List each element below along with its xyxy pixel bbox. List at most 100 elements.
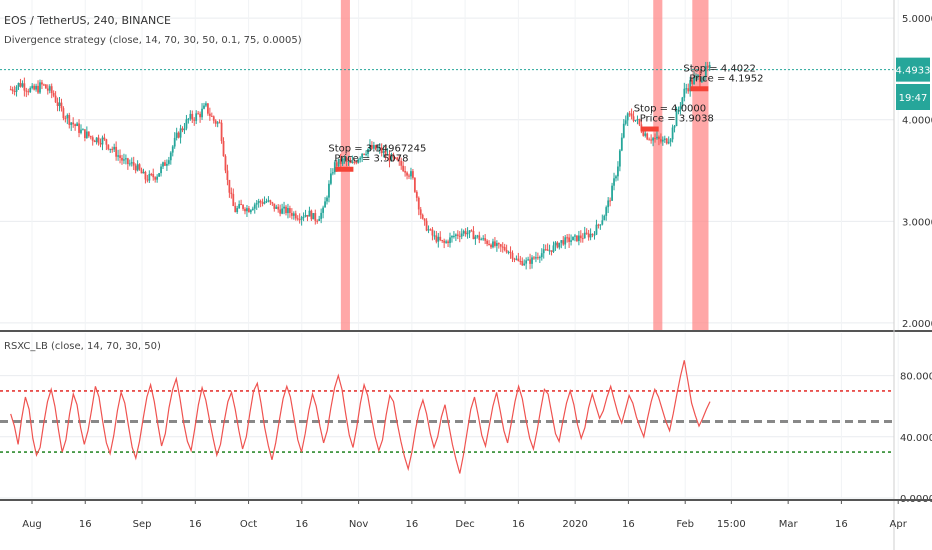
candle-body [390,154,393,162]
candle-body [361,153,364,158]
candle-body [460,233,463,237]
candle-body [700,80,703,83]
candle-body [341,158,344,164]
time-tick-label: 2020 [562,519,587,530]
candle-body [449,237,451,244]
candle-body [269,200,272,203]
candle-body [517,258,520,261]
candle-body [558,242,561,248]
candle-body [560,240,563,243]
candle-body [607,200,610,208]
candle-body [421,214,424,219]
symbol-title[interactable]: EOS / TetherUS, 240, BINANCE [4,14,171,27]
candle-body [29,88,32,92]
time-tick-label: Mar [779,519,799,530]
candle-body [240,204,242,206]
candle-body [658,136,660,140]
candle-body [218,122,221,124]
candle-body [601,220,604,225]
candle-body [281,208,283,214]
candle-body [415,191,418,198]
oscillator-tick-label: 80.0000 [900,372,932,383]
candle-body [115,146,118,157]
candle-body [23,83,26,91]
candle-body [83,129,86,138]
candle-body [704,65,707,77]
time-tick-label: 16 [835,519,848,530]
candle-body [318,218,321,221]
candle-body [212,116,215,121]
candle-body [628,113,631,115]
candle-body [677,108,680,111]
candle-body [615,176,617,179]
candle-body [238,204,241,209]
candle-body [367,148,369,154]
candle-body [497,243,500,245]
candle-body [495,243,498,246]
candle-body [564,237,567,245]
signal-highlight-bands [340,0,709,331]
candle-body [37,85,39,93]
candle-body [214,120,217,124]
time-tick-label: 15:00 [717,519,746,530]
candle-body [419,209,422,215]
candle-body [335,162,338,167]
candle-body [394,157,397,159]
candle-body [454,234,457,236]
candle-body [687,88,690,92]
time-tick-label: Feb [676,519,694,530]
candle-body [148,173,151,181]
time-axis-ticks[interactable]: Aug 16 Sep 16 Oct 16 Nov 16 Dec 16 2020 16 Feb 15:00 M… [22,500,908,530]
candle-body [290,212,293,216]
candle-body [527,259,530,261]
price-axis-ticks[interactable]: 5.0000 4.0000 3.0000 2.0000 [902,14,932,330]
candle-body [630,113,633,117]
candle-body [242,204,244,209]
indicator-legend[interactable]: RSXC_LB (close, 14, 70, 30, 50) [4,341,161,352]
candle-body [33,85,36,90]
candle-body [591,233,594,235]
candle-body [656,136,658,139]
candle-body [259,201,262,203]
candle-body [154,177,157,180]
candle-body [404,171,407,173]
candle-body [189,113,192,119]
candle-body [605,207,608,216]
candle-body [201,108,203,118]
candle-body [144,171,147,180]
strategy-legend[interactable]: Divergence strategy (close, 14, 70, 30, … [4,35,302,46]
candle-body [91,137,94,141]
candle-body [597,224,600,226]
signal-band [340,0,350,331]
candle-body [289,208,291,213]
candle-body [330,173,332,184]
candle-body [488,243,490,245]
candle-body [386,154,389,156]
candle-body [35,85,37,90]
candle-body [156,176,159,180]
candle-body [271,202,274,204]
candle-body [439,236,442,241]
candle-body [548,250,551,252]
price-tick-label: 5.0000 [902,14,932,25]
candle-body [298,219,301,221]
candle-body [164,162,166,166]
candle-body [509,251,512,253]
candle-body [322,207,324,213]
candle-body [363,153,366,155]
candle-body [617,166,619,177]
candle-body [85,131,88,138]
candle-body [275,206,278,209]
candle-body [343,158,346,160]
candle-body [158,173,160,177]
candle-body [453,235,455,237]
candle-body [513,258,516,260]
price-pane-grid [0,0,899,330]
candle-body [324,201,326,208]
candle-body [167,160,170,164]
candle-body [136,164,139,171]
candle-body [134,165,137,171]
time-tick-label: Oct [240,519,257,530]
candle-body [308,210,311,217]
